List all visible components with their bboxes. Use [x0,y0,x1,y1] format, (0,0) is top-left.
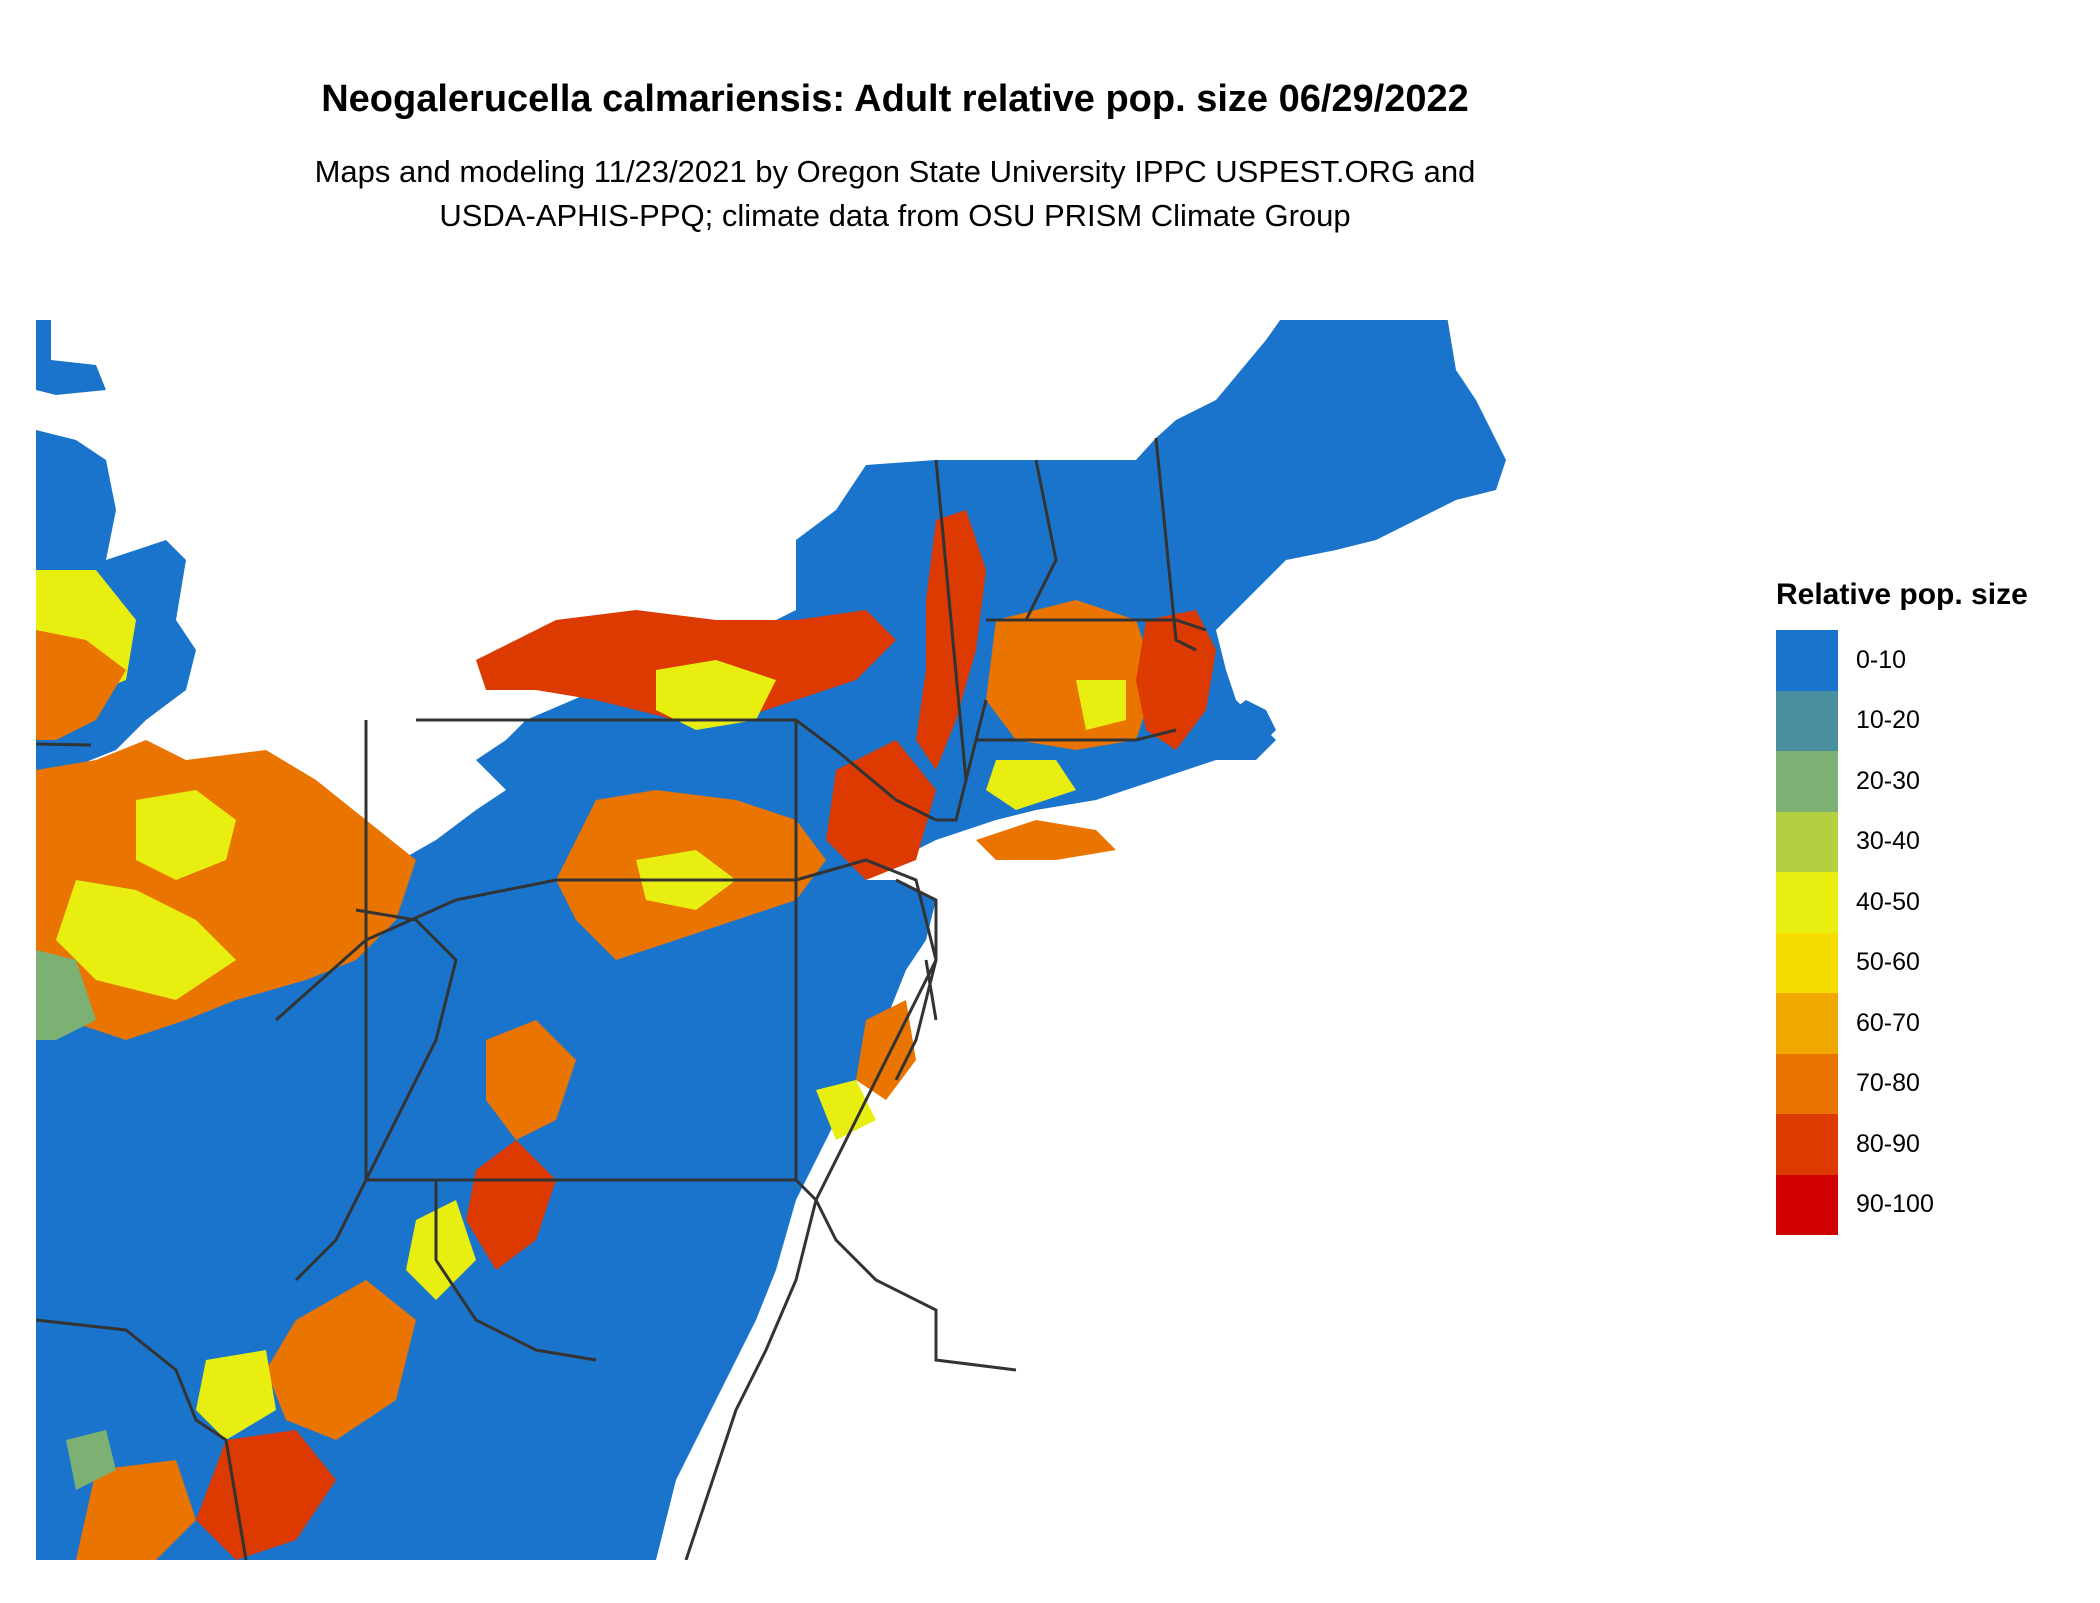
legend-swatch [1776,932,1838,993]
legend-label: 50-60 [1856,948,1920,977]
legend-item: 60-70 [1776,993,2028,1054]
legend-item: 40-50 [1776,872,2028,933]
subtitle-line-1: Maps and modeling 11/23/2021 by Oregon S… [314,154,1476,189]
legend-label: 10-20 [1856,706,1920,735]
legend-label: 40-50 [1856,887,1920,916]
legend-label: 60-70 [1856,1008,1920,1037]
subtitle-line-2: USDA-APHIS-PPQ; climate data from OSU PR… [439,198,1351,233]
legend-swatch [1776,811,1838,872]
map-title: Neogalerucella calmariensis: Adult relat… [321,78,1469,120]
cape-cod [1226,700,1276,750]
legend-item: 30-40 [1776,811,2028,872]
legend-item: 10-20 [1776,690,2028,751]
legend-item: 70-80 [1776,1053,2028,1114]
legend-swatch [1776,1114,1838,1175]
legend-item: 0-10 [1776,630,2028,691]
legend-label: 30-40 [1856,827,1920,856]
legend-title: Relative pop. size [1776,578,2028,611]
population-hotspots [36,510,1216,1560]
legend-items: 0-10 10-20 20-30 30-40 40-50 50-60 60-70 70-80 8… [1776,630,2028,1235]
map-subtitle: Maps and modeling 11/23/2021 by Oregon S… [0,150,1790,238]
legend-swatch [1776,630,1838,691]
map-legend: Relative pop. size 0-10 10-20 20-30 30-40 40… [1776,578,2028,1235]
legend-swatch [1776,690,1838,751]
legend-label: 0-10 [1856,645,1907,674]
legend-swatch [1776,872,1838,933]
legend-label: 80-90 [1856,1129,1920,1158]
coastline [684,878,938,1560]
legend-label: 70-80 [1856,1069,1920,1098]
legend-item: 20-30 [1776,751,2028,812]
michigan-thumb [36,320,106,395]
legend-item: 90-100 [1776,1174,2028,1235]
legend-label: 90-100 [1856,1190,1934,1219]
legend-label: 20-30 [1856,766,1920,795]
legend-item: 80-90 [1776,1114,2028,1175]
northeast-us-map [36,320,1506,1560]
legend-swatch [1776,993,1838,1054]
legend-item: 50-60 [1776,932,2028,993]
legend-swatch [1776,751,1838,812]
legend-swatch [1776,1053,1838,1114]
legend-swatch [1776,1174,1838,1235]
